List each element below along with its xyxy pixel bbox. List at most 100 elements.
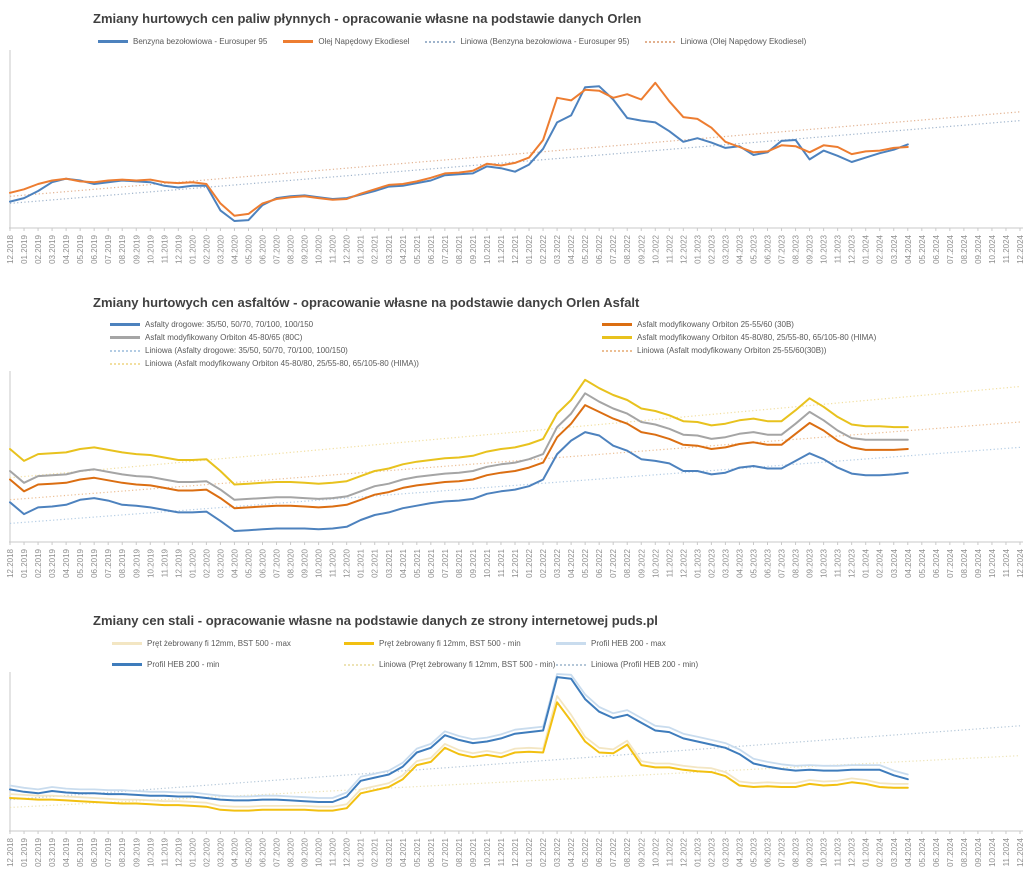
svg-text:06.2019: 06.2019: [90, 548, 99, 577]
svg-text:03.2020: 03.2020: [216, 234, 225, 263]
svg-text:04.2020: 04.2020: [230, 548, 239, 577]
svg-text:09.2019: 09.2019: [132, 234, 141, 263]
legend-item-2: Profil HEB 200 - max: [556, 639, 1029, 648]
svg-text:06.2021: 06.2021: [427, 837, 436, 866]
series-line: [9, 695, 909, 808]
svg-text:02.2024: 02.2024: [876, 548, 885, 577]
legend-swatch-solid: [112, 663, 142, 666]
chart-fuel-prices: Zmiany hurtowych cen paliw płynnych - op…: [0, 10, 1029, 280]
legend-item-2: Asfalt modyfikowany Orbiton 45-80/65 (80…: [110, 333, 602, 342]
svg-text:03.2021: 03.2021: [385, 234, 394, 263]
svg-text:04.2021: 04.2021: [399, 548, 408, 577]
svg-text:07.2020: 07.2020: [273, 548, 282, 577]
svg-text:08.2019: 08.2019: [118, 234, 127, 263]
svg-text:07.2020: 07.2020: [273, 234, 282, 263]
svg-text:03.2019: 03.2019: [48, 234, 57, 263]
svg-text:11.2023: 11.2023: [834, 548, 843, 577]
legend-swatch-dotted: [645, 40, 676, 43]
svg-text:08.2019: 08.2019: [118, 548, 127, 577]
svg-text:11.2019: 11.2019: [160, 837, 169, 866]
svg-text:11.2022: 11.2022: [665, 548, 674, 577]
svg-text:01.2020: 01.2020: [188, 548, 197, 577]
svg-text:08.2021: 08.2021: [455, 837, 464, 866]
svg-text:09.2021: 09.2021: [469, 837, 478, 866]
legend-swatch-solid: [602, 323, 632, 326]
legend-label: Liniowa (Asfalty drogowe: 35/50, 50/70, …: [145, 346, 348, 355]
svg-text:06.2022: 06.2022: [595, 837, 604, 866]
svg-text:02.2022: 02.2022: [539, 837, 548, 866]
svg-text:12.2023: 12.2023: [848, 234, 857, 263]
chart-title: Zmiany hurtowych cen asfaltów - opracowa…: [93, 295, 640, 310]
svg-text:09.2020: 09.2020: [301, 234, 310, 263]
svg-text:05.2023: 05.2023: [749, 548, 758, 577]
svg-text:06.2020: 06.2020: [259, 548, 268, 577]
svg-text:03.2019: 03.2019: [48, 837, 57, 866]
svg-text:05.2021: 05.2021: [413, 548, 422, 577]
svg-text:08.2023: 08.2023: [792, 837, 801, 866]
svg-text:01.2019: 01.2019: [20, 234, 29, 263]
svg-text:05.2023: 05.2023: [749, 234, 758, 263]
legend-label: Asfalt modyfikowany Orbiton 45-80/65 (80…: [145, 333, 303, 342]
svg-text:12.2022: 12.2022: [679, 234, 688, 263]
svg-text:01.2020: 01.2020: [188, 234, 197, 263]
svg-text:11.2019: 11.2019: [160, 548, 169, 577]
svg-text:12.2020: 12.2020: [343, 548, 352, 577]
svg-text:06.2019: 06.2019: [90, 837, 99, 866]
svg-text:10.2019: 10.2019: [146, 548, 155, 577]
svg-text:01.2020: 01.2020: [188, 837, 197, 866]
svg-text:11.2024: 11.2024: [1002, 548, 1011, 577]
svg-text:09.2020: 09.2020: [301, 837, 310, 866]
legend-label: Profil HEB 200 - min: [147, 660, 220, 669]
legend-item-0: Pręt żebrowany fi 12mm, BST 500 - max: [112, 639, 344, 648]
svg-text:12.2019: 12.2019: [174, 234, 183, 263]
legend-swatch-solid: [344, 642, 374, 645]
svg-text:01.2022: 01.2022: [525, 837, 534, 866]
svg-text:10.2024: 10.2024: [988, 837, 997, 866]
legend-label: Asfalt modyfikowany Orbiton 25-55/60 (30…: [637, 320, 794, 329]
x-axis-labels: 12.2018 01.2019 02.2019 03.2019 04.2019 05.20…: [6, 548, 1025, 577]
svg-text:11.2021: 11.2021: [497, 234, 506, 263]
svg-text:12.2022: 12.2022: [679, 548, 688, 577]
series-line: [9, 378, 909, 486]
svg-text:09.2019: 09.2019: [132, 837, 141, 866]
svg-text:04.2024: 04.2024: [904, 548, 913, 577]
svg-text:12.2020: 12.2020: [343, 837, 352, 866]
svg-text:03.2022: 03.2022: [553, 234, 562, 263]
svg-text:09.2023: 09.2023: [806, 837, 815, 866]
svg-text:04.2020: 04.2020: [230, 234, 239, 263]
svg-text:08.2024: 08.2024: [960, 234, 969, 263]
svg-text:03.2020: 03.2020: [216, 837, 225, 866]
svg-text:10.2019: 10.2019: [146, 837, 155, 866]
chart-legend: Asfalty drogowe: 35/50, 50/70, 70/100, 1…: [110, 320, 1029, 368]
svg-text:02.2023: 02.2023: [707, 548, 716, 577]
trendline: [9, 755, 1021, 809]
legend-swatch-solid: [98, 40, 128, 43]
legend-item-2: Liniowa (Benzyna bezołowiowa - Eurosuper…: [425, 37, 629, 46]
fuel-prices-plot: 12.2018 01.2019 02.2019 03.2019 04.2019 05.20…: [6, 50, 1025, 264]
svg-text:02.2023: 02.2023: [707, 234, 716, 263]
svg-text:07.2023: 07.2023: [778, 548, 787, 577]
legend-label: Liniowa (Pręt żebrowany fi 12mm, BST 500…: [379, 660, 556, 669]
svg-text:02.2021: 02.2021: [371, 548, 380, 577]
svg-text:02.2024: 02.2024: [876, 234, 885, 263]
svg-text:04.2022: 04.2022: [567, 837, 576, 866]
svg-text:07.2023: 07.2023: [778, 837, 787, 866]
svg-text:01.2019: 01.2019: [20, 548, 29, 577]
svg-text:02.2021: 02.2021: [371, 837, 380, 866]
svg-text:02.2019: 02.2019: [34, 548, 43, 577]
svg-text:11.2023: 11.2023: [834, 837, 843, 866]
svg-text:05.2021: 05.2021: [413, 837, 422, 866]
svg-text:06.2023: 06.2023: [764, 548, 773, 577]
series-line: [9, 85, 909, 222]
svg-text:07.2022: 07.2022: [609, 234, 618, 263]
svg-text:07.2021: 07.2021: [441, 234, 450, 263]
svg-text:08.2023: 08.2023: [792, 548, 801, 577]
svg-text:01.2024: 01.2024: [862, 837, 871, 866]
svg-text:12.2023: 12.2023: [848, 837, 857, 866]
svg-text:09.2024: 09.2024: [974, 548, 983, 577]
svg-text:09.2022: 09.2022: [637, 234, 646, 263]
svg-text:06.2023: 06.2023: [764, 837, 773, 866]
series-line: [9, 673, 909, 799]
svg-text:02.2022: 02.2022: [539, 548, 548, 577]
svg-text:12.2021: 12.2021: [511, 548, 520, 577]
